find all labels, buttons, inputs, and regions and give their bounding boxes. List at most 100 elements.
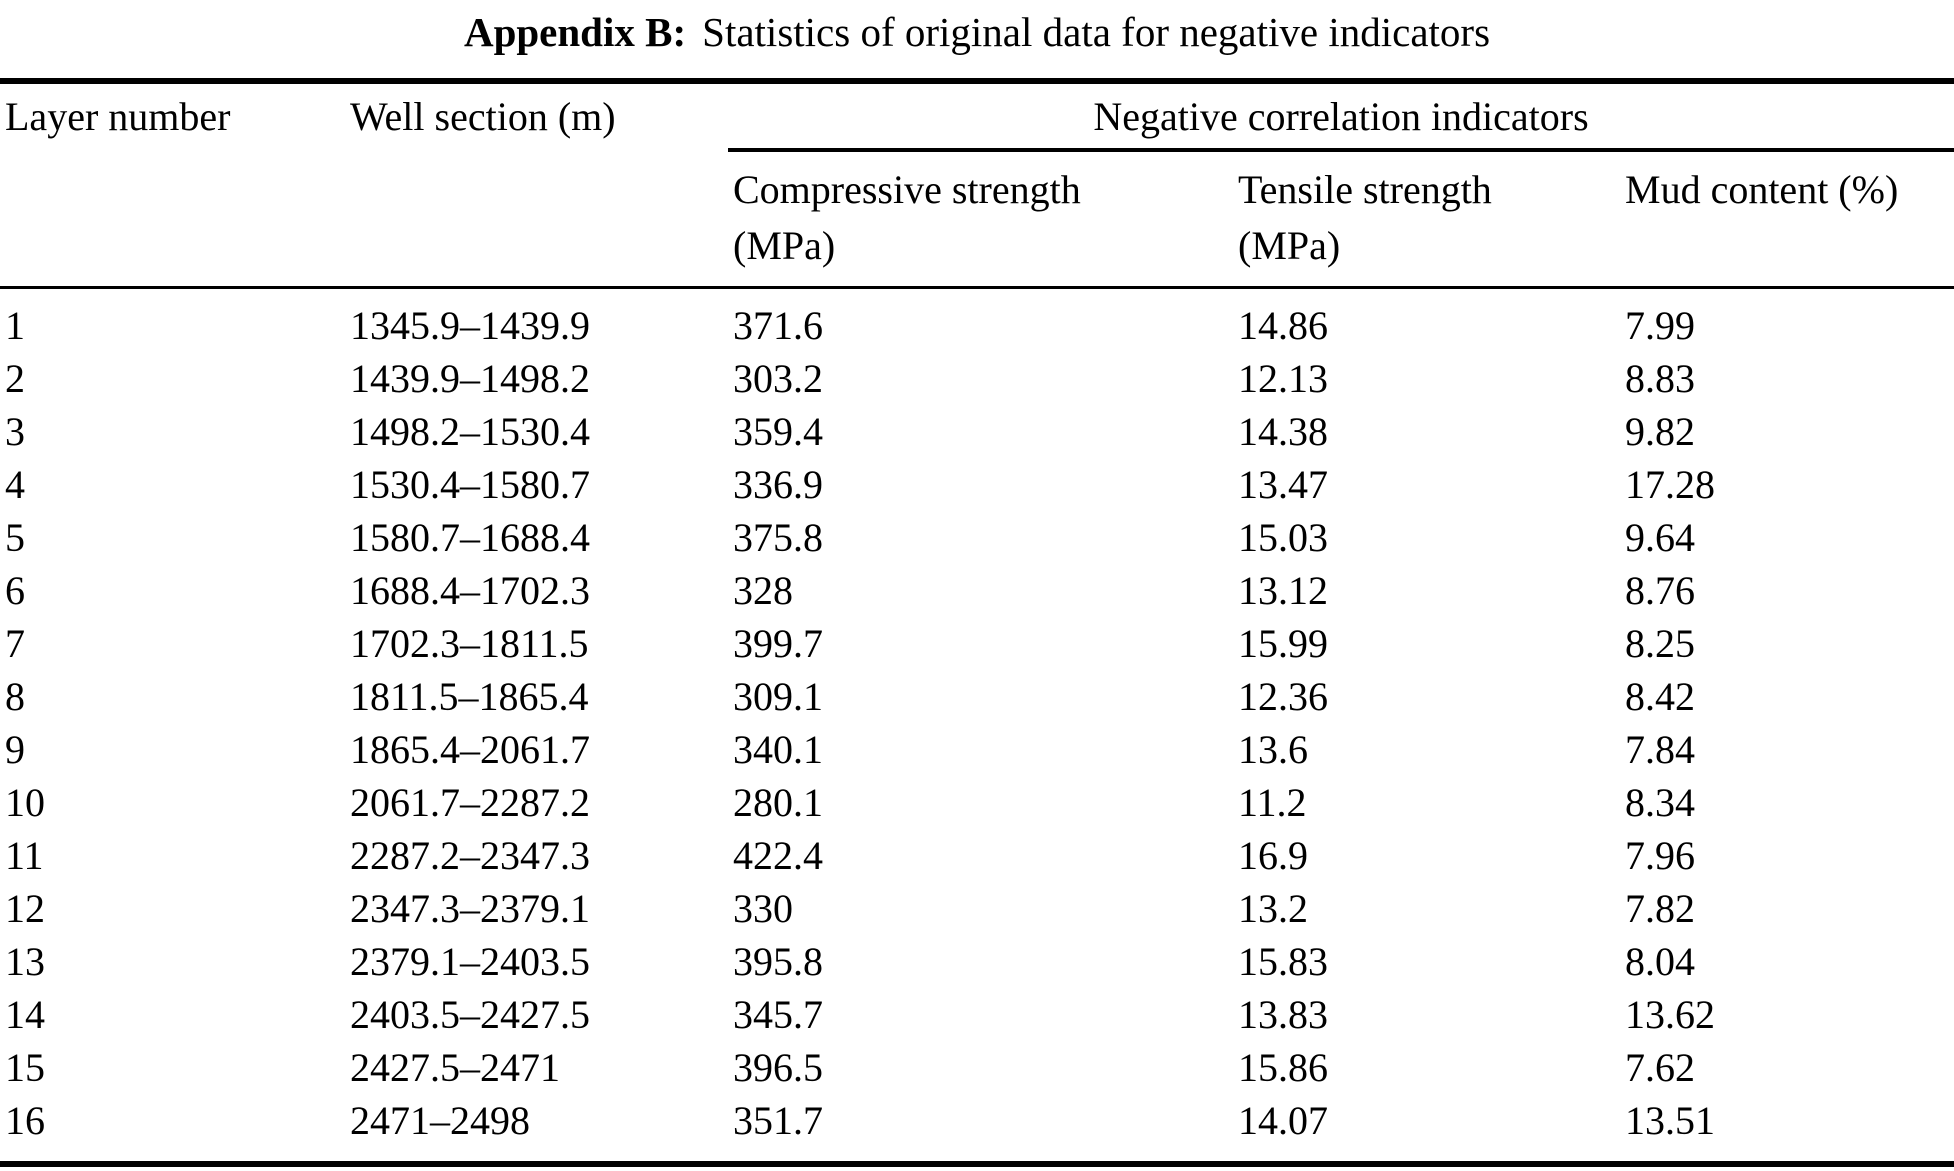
cell-compressive-strength: 395.8	[733, 939, 823, 984]
cell-compressive-strength: 309.1	[733, 674, 823, 719]
cell-mud-content: 8.83	[1625, 356, 1695, 401]
cell-well-section: 1688.4–1702.3	[350, 568, 590, 613]
cell-compressive-strength: 280.1	[733, 780, 823, 825]
col-header-well-section: Well section (m)	[345, 81, 728, 289]
col-header-group-negative-indicators: Negative correlation indicators	[728, 81, 1954, 152]
col-header-layer-number: Layer number	[0, 81, 345, 289]
cell-compressive-strength: 345.7	[733, 992, 823, 1037]
cell-layer-number: 12	[5, 886, 45, 931]
col-header-mud-content: Mud content (%)	[1620, 150, 1954, 289]
header-row-sub: Compressive strength (MPa) Tensile stren…	[0, 150, 1954, 289]
cell-mud-content: 8.42	[1625, 674, 1695, 719]
header-row-top: Layer number Well section (m) Negative c…	[0, 81, 1954, 289]
cell-well-section: 2287.2–2347.3	[350, 833, 590, 878]
cell-mud-content: 7.62	[1625, 1045, 1695, 1090]
cell-compressive-strength: 336.9	[733, 462, 823, 507]
cell-layer-number: 15	[5, 1045, 45, 1090]
cell-compressive-strength: 399.7	[733, 621, 823, 666]
cell-tensile-strength: 14.86	[1238, 303, 1328, 348]
cell-tensile-strength: 16.9	[1238, 833, 1308, 878]
table-row: 2 1439.9–1498.2 303.2 12.13 8.83	[0, 352, 1954, 405]
table-body: 1 1345.9–1439.9 371.6 14.86 7.99 2 1439.9–1498…	[0, 288, 1954, 1165]
cell-mud-content: 8.25	[1625, 621, 1695, 666]
table-row: 6 1688.4–1702.3 328 13.12 8.76	[0, 564, 1954, 617]
cell-mud-content: 7.99	[1625, 303, 1695, 348]
table-row: 16 2471–2498 351.7 14.07 13.51	[0, 1094, 1954, 1164]
cell-compressive-strength: 303.2	[733, 356, 823, 401]
table-row: 9 1865.4–2061.7 340.1 13.6 7.84	[0, 723, 1954, 776]
table-row: 4 1530.4–1580.7 336.9 13.47 17.28	[0, 458, 1954, 511]
cell-compressive-strength: 359.4	[733, 409, 823, 454]
cell-well-section: 2403.5–2427.5	[350, 992, 590, 1037]
cell-mud-content: 13.51	[1625, 1098, 1715, 1143]
cell-mud-content: 8.04	[1625, 939, 1695, 984]
cell-compressive-strength: 375.8	[733, 515, 823, 560]
table-row: 3 1498.2–1530.4 359.4 14.38 9.82	[0, 405, 1954, 458]
table-row: 7 1702.3–1811.5 399.7 15.99 8.25	[0, 617, 1954, 670]
cell-mud-content: 13.62	[1625, 992, 1715, 1037]
cell-well-section: 1530.4–1580.7	[350, 462, 590, 507]
cell-tensile-strength: 12.13	[1238, 356, 1328, 401]
cell-mud-content: 7.82	[1625, 886, 1695, 931]
cell-layer-number: 16	[5, 1098, 45, 1143]
table-row: 12 2347.3–2379.1 330 13.2 7.82	[0, 882, 1954, 935]
cell-tensile-strength: 15.83	[1238, 939, 1328, 984]
cell-well-section: 2379.1–2403.5	[350, 939, 590, 984]
cell-tensile-strength: 11.2	[1238, 780, 1307, 825]
cell-tensile-strength: 13.83	[1238, 992, 1328, 1037]
data-table: Layer number Well section (m) Negative c…	[0, 78, 1954, 1167]
cell-well-section: 1702.3–1811.5	[350, 621, 589, 666]
cell-well-section: 2471–2498	[350, 1098, 530, 1143]
cell-well-section: 1811.5–1865.4	[350, 674, 589, 719]
cell-well-section: 1345.9–1439.9	[350, 303, 590, 348]
table-row: 13 2379.1–2403.5 395.8 15.83 8.04	[0, 935, 1954, 988]
table-row: 15 2427.5–2471 396.5 15.86 7.62	[0, 1041, 1954, 1094]
tensile-header-line2: (MPa)	[1238, 223, 1341, 268]
cell-mud-content: 9.64	[1625, 515, 1695, 560]
cell-mud-content: 7.96	[1625, 833, 1695, 878]
cell-layer-number: 10	[5, 780, 45, 825]
cell-tensile-strength: 15.03	[1238, 515, 1328, 560]
caption-text: Statistics of original data for negative…	[702, 9, 1491, 55]
table-header: Layer number Well section (m) Negative c…	[0, 81, 1954, 289]
table-row: 1 1345.9–1439.9 371.6 14.86 7.99	[0, 288, 1954, 353]
cell-tensile-strength: 13.47	[1238, 462, 1328, 507]
cell-well-section: 2347.3–2379.1	[350, 886, 590, 931]
cell-tensile-strength: 12.36	[1238, 674, 1328, 719]
table-row: 8 1811.5–1865.4 309.1 12.36 8.42	[0, 670, 1954, 723]
table-row: 14 2403.5–2427.5 345.7 13.83 13.62	[0, 988, 1954, 1041]
cell-tensile-strength: 15.99	[1238, 621, 1328, 666]
cell-tensile-strength: 13.12	[1238, 568, 1328, 613]
cell-tensile-strength: 13.2	[1238, 886, 1308, 931]
cell-well-section: 1580.7–1688.4	[350, 515, 590, 560]
cell-layer-number: 6	[5, 568, 25, 613]
cell-layer-number: 1	[5, 303, 25, 348]
compressive-header-line1: Compressive strength	[733, 167, 1081, 212]
cell-layer-number: 8	[5, 674, 25, 719]
cell-tensile-strength: 15.86	[1238, 1045, 1328, 1090]
cell-well-section: 2427.5–2471	[350, 1045, 560, 1090]
cell-layer-number: 14	[5, 992, 45, 1037]
cell-compressive-strength: 340.1	[733, 727, 823, 772]
appendix-label: Appendix B:	[463, 9, 687, 55]
cell-layer-number: 7	[5, 621, 25, 666]
cell-well-section: 1865.4–2061.7	[350, 727, 590, 772]
cell-well-section: 2061.7–2287.2	[350, 780, 590, 825]
tensile-header-line1: Tensile strength	[1238, 167, 1492, 212]
cell-layer-number: 2	[5, 356, 25, 401]
table-row: 10 2061.7–2287.2 280.1 11.2 8.34	[0, 776, 1954, 829]
col-header-compressive-strength: Compressive strength (MPa)	[728, 150, 1233, 289]
cell-mud-content: 8.76	[1625, 568, 1695, 613]
cell-layer-number: 3	[5, 409, 25, 454]
cell-mud-content: 7.84	[1625, 727, 1695, 772]
cell-compressive-strength: 330	[733, 886, 793, 931]
cell-tensile-strength: 14.38	[1238, 409, 1328, 454]
cell-compressive-strength: 351.7	[733, 1098, 823, 1143]
cell-compressive-strength: 396.5	[733, 1045, 823, 1090]
table-caption: Appendix B: Statistics of original data f…	[0, 0, 1954, 56]
cell-layer-number: 11	[5, 833, 44, 878]
cell-layer-number: 13	[5, 939, 45, 984]
cell-tensile-strength: 13.6	[1238, 727, 1308, 772]
cell-layer-number: 9	[5, 727, 25, 772]
